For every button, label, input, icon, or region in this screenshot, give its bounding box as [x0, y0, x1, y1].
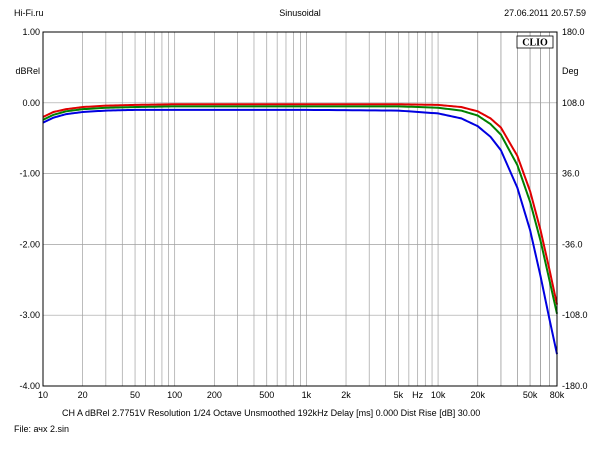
x-tick-label: 200	[207, 390, 222, 400]
plot-frame	[42, 31, 558, 387]
x-tick-label: 20k	[470, 390, 485, 400]
series-line-3	[42, 108, 558, 355]
header-left: Hi-Fi.ru	[14, 8, 44, 18]
y2-tick-label: 108.0	[562, 98, 585, 108]
x-tick-label: 10	[38, 390, 48, 400]
series-line-2	[42, 105, 558, 315]
y-axis-label: dBRel	[15, 66, 40, 76]
series-line-1	[42, 103, 558, 305]
series-layer	[42, 103, 558, 355]
x-tick-label: 50	[130, 390, 140, 400]
y-tick-label: -4.00	[19, 381, 40, 391]
y2-tick-label: -108.0	[562, 310, 588, 320]
y2-tick-label: -180.0	[562, 381, 588, 391]
x-tick-label: 50k	[523, 390, 538, 400]
status-line: CH A dBRel 2.7751V Resolution 1/24 Octav…	[62, 408, 481, 418]
header-datetime: 27.06.2011 20.57.59	[504, 8, 586, 18]
x-tick-label: 10k	[431, 390, 446, 400]
x-tick-label: 1k	[302, 390, 312, 400]
x-tick-label: 2k	[341, 390, 351, 400]
y-tick-label: -2.00	[19, 239, 40, 249]
x-tick-label: 500	[259, 390, 274, 400]
y-tick-label: -1.00	[19, 169, 40, 179]
y2-tick-label: 36.0	[562, 169, 580, 179]
x-tick-label: 5k	[394, 390, 404, 400]
grid	[42, 31, 558, 387]
x-tick-label: 100	[167, 390, 182, 400]
x-tick-label: 80k	[550, 390, 565, 400]
x-axis-label: Hz	[412, 390, 423, 400]
clio-watermark-text: CLIO	[522, 38, 548, 49]
y2-axis-label: Deg	[562, 66, 579, 76]
y-tick-label: -3.00	[19, 310, 40, 320]
header-title: Sinusoidal	[279, 8, 321, 18]
clio-watermark: CLIO	[516, 35, 554, 49]
y2-tick-label: -36.0	[562, 239, 583, 249]
y-tick-label: 0.00	[22, 98, 40, 108]
file-name: File: ачх 2.sin	[14, 424, 70, 434]
x-tick-label: 20	[78, 390, 88, 400]
axis-labels: 1.00 0.00 -1.00 -2.00 -3.00 -4.00 180.0 108.0 36…	[15, 27, 587, 400]
y-tick-label: 1.00	[22, 27, 40, 37]
y2-tick-label: 180.0	[562, 27, 585, 37]
